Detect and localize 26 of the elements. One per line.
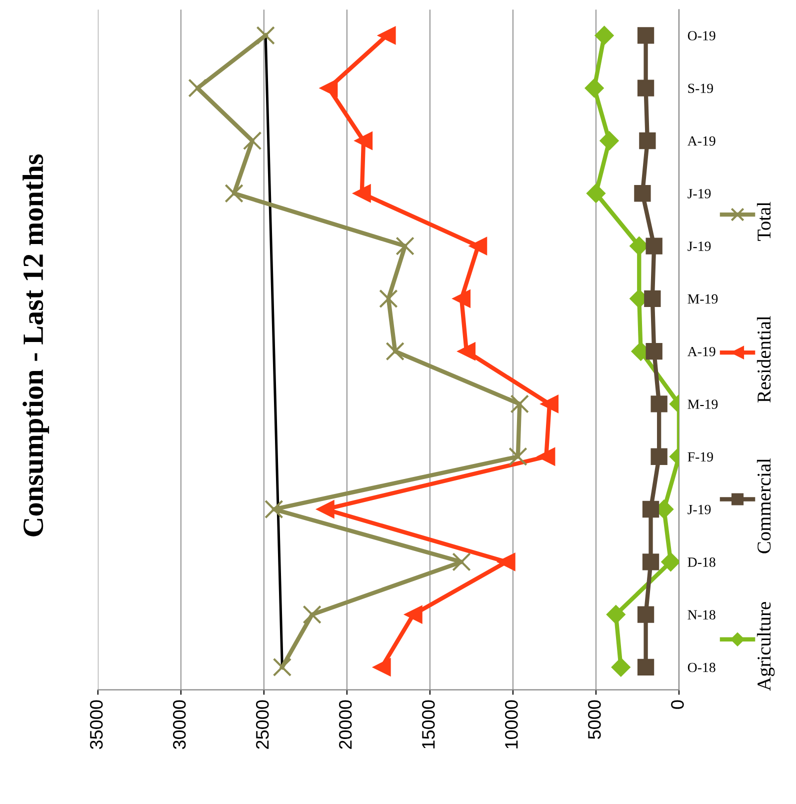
legend-label: Agriculture xyxy=(756,602,775,691)
y-tick-label: S-19 xyxy=(688,84,713,94)
y-tick-label: D-18 xyxy=(688,557,716,567)
y-tick-label: A-19 xyxy=(687,136,716,146)
legend-label: Commercial xyxy=(756,458,771,554)
y-tick-label: J-19 xyxy=(688,242,711,251)
y-tick-label: O-19 xyxy=(688,31,716,40)
x-tick-label: 10000 xyxy=(505,700,518,748)
y-tick-label: A-19 xyxy=(687,346,716,356)
x-tick-label: 0 xyxy=(671,700,684,709)
x-tick-label: 15000 xyxy=(422,700,435,748)
x-tick-label: 5000 xyxy=(588,700,601,739)
x-tick-label: 35000 xyxy=(90,700,103,750)
y-tick-label: J-19 xyxy=(688,504,711,514)
y-tick-label: N-18 xyxy=(688,610,716,620)
text: Consumption - Last 12 months xyxy=(22,154,50,536)
y-tick-label: F-19 xyxy=(688,452,713,462)
y-tick-label: J-19 xyxy=(688,189,711,198)
y-tick-label: M-19 xyxy=(688,294,718,304)
x-tick-label: 30000 xyxy=(172,700,186,750)
x-tick-label: 20000 xyxy=(339,700,352,749)
x-tick-label: 25000 xyxy=(256,700,269,749)
y-tick-label: M-19 xyxy=(688,400,718,409)
legend-label: Total xyxy=(756,202,771,241)
legend-label: Residential xyxy=(756,316,771,403)
y-tick-label: O-18 xyxy=(688,662,716,672)
